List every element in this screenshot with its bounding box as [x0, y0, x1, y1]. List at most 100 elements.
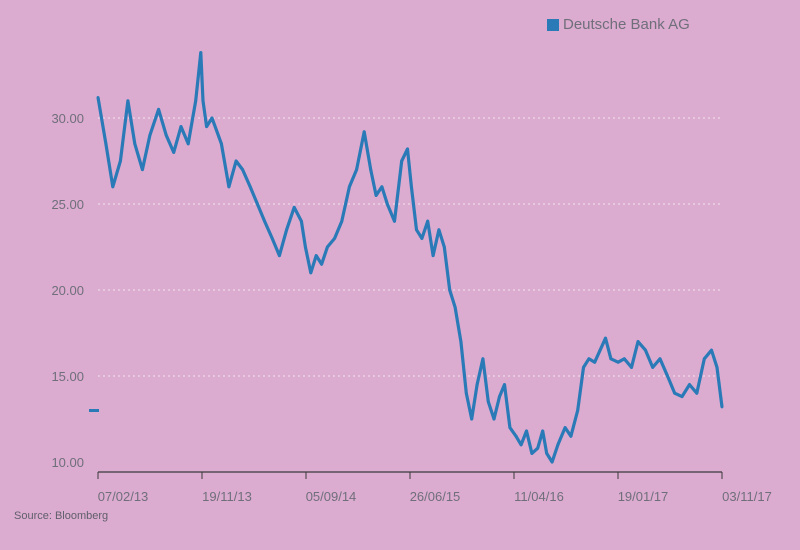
data-point [96, 96, 100, 99]
data-point [569, 434, 573, 438]
legend: Deutsche Bank AG [547, 16, 690, 33]
data-point [355, 168, 358, 172]
x-tick-label: 07/02/13 [98, 489, 149, 504]
data-point [164, 133, 168, 137]
data-point [459, 340, 463, 343]
data-point [525, 429, 528, 433]
data-point [194, 99, 198, 103]
data-point [673, 391, 677, 395]
data-point [530, 452, 534, 455]
data-point [658, 357, 662, 361]
data-point [702, 357, 706, 361]
data-point [227, 185, 231, 189]
data-point [622, 357, 626, 361]
data-point [609, 357, 613, 361]
data-point [314, 254, 318, 257]
data-point [415, 228, 418, 232]
data-point [285, 228, 288, 232]
data-point [486, 400, 490, 404]
data-point [292, 206, 296, 209]
data-point [545, 452, 549, 455]
data-point [210, 116, 214, 120]
data-point [563, 426, 567, 429]
data-point [431, 254, 435, 257]
data-point [362, 130, 366, 134]
x-axis-ticks: 07/02/13 19/11/13 05/09/14 26/06/15 11/04/16… [97, 472, 772, 504]
data-point [300, 219, 303, 223]
data-point [385, 202, 389, 206]
data-point [541, 429, 545, 433]
data-point [304, 245, 307, 249]
data-point [111, 185, 115, 189]
data-point [179, 125, 183, 128]
y-tick-label: 25.00 [51, 197, 84, 212]
x-tick-label: 03/11/17 [722, 489, 772, 504]
data-point [587, 357, 591, 361]
data-point [720, 405, 724, 409]
data-point [616, 360, 620, 364]
data-point [199, 51, 203, 54]
x-tick-label: 19/11/13 [202, 489, 252, 504]
y-tick-label: 30.00 [51, 111, 84, 126]
y-tick-label: 10.00 [51, 455, 84, 470]
x-tick-label: 19/01/17 [618, 489, 669, 504]
data-point [688, 383, 691, 386]
data-point [410, 185, 413, 189]
data-point [475, 383, 479, 386]
data-point [604, 336, 607, 340]
data-point [104, 142, 108, 146]
series-deutsche-bank [96, 50, 724, 464]
data-point [400, 159, 404, 163]
data-point [593, 360, 597, 364]
data-point [519, 443, 523, 447]
data-point [426, 219, 430, 223]
data-point [234, 159, 238, 163]
data-point [326, 245, 329, 249]
data-point [464, 391, 468, 395]
data-point [453, 305, 457, 309]
legend-swatch [547, 18, 559, 31]
data-point [636, 340, 640, 343]
data-point [148, 133, 152, 137]
data-point [710, 348, 713, 352]
data-point [374, 194, 378, 197]
y-tick-label: 20.00 [51, 283, 84, 298]
y-axis-ticks: 10.00 15.00 20.00 25.00 30.00 [51, 111, 84, 470]
data-point [333, 237, 336, 240]
data-point [514, 434, 518, 438]
data-point [680, 395, 684, 398]
y-tick-label: 15.00 [51, 369, 84, 384]
data-point [309, 271, 313, 275]
data-point [248, 185, 252, 189]
data-point [380, 185, 384, 189]
data-point [715, 366, 719, 369]
data-point [186, 142, 190, 146]
data-point [582, 366, 585, 369]
data-point [556, 443, 560, 447]
data-point [263, 219, 266, 223]
y-axis-marker [89, 409, 99, 412]
data-point [550, 460, 554, 464]
data-point [241, 168, 245, 172]
data-point [576, 409, 580, 412]
data-point [278, 254, 281, 257]
x-tick-label: 11/04/16 [514, 489, 564, 504]
data-point [406, 147, 409, 151]
data-point [201, 99, 205, 103]
x-tick-label: 05/09/14 [306, 489, 357, 504]
data-point [205, 125, 209, 128]
source-note: Source: Bloomberg [14, 510, 109, 522]
data-point [536, 446, 540, 450]
x-tick-label: 26/06/15 [410, 489, 461, 504]
data-point [340, 219, 344, 223]
data-point [420, 237, 424, 240]
data-point [256, 202, 259, 206]
data-point [503, 383, 506, 386]
data-point [126, 99, 130, 103]
data-point [651, 366, 655, 369]
data-point [598, 348, 602, 352]
legend-label: Deutsche Bank AG [563, 16, 690, 33]
grid-lines [98, 117, 722, 377]
data-point [470, 417, 474, 421]
